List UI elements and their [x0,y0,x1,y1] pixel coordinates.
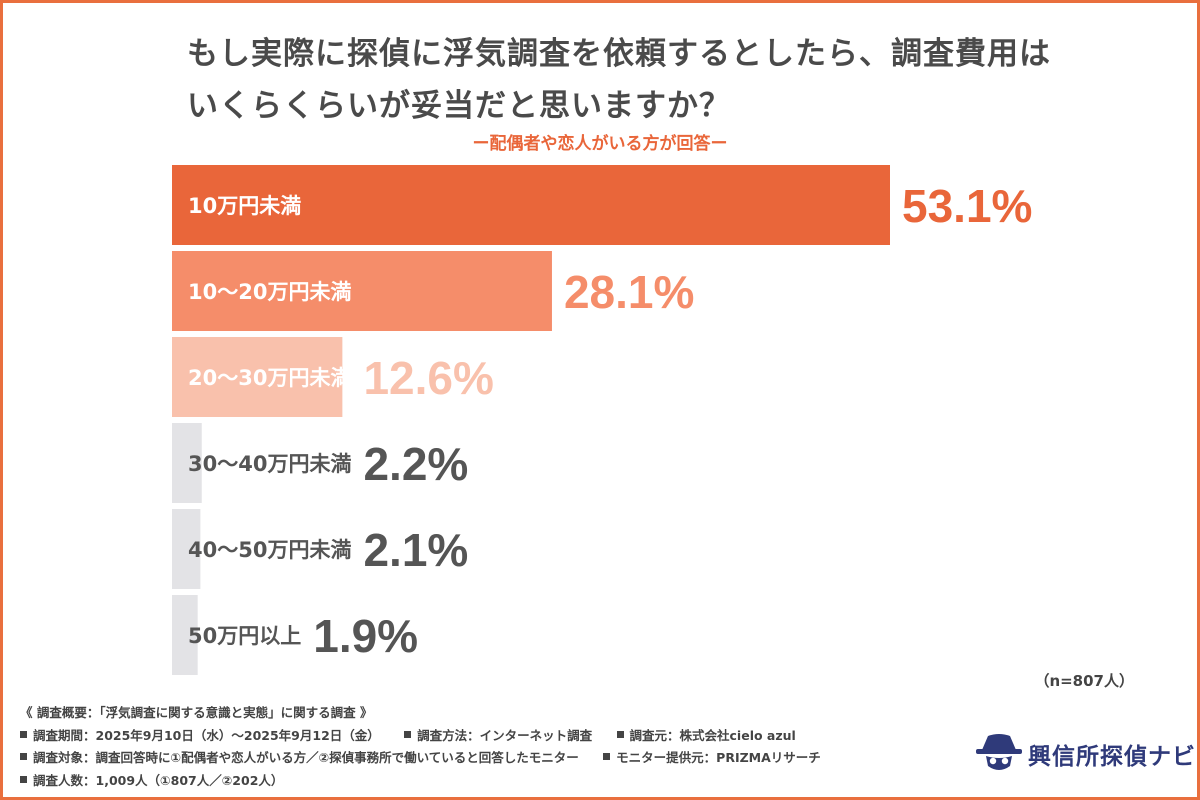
brand-logo-text: 興信所探偵ナビ [1028,744,1196,770]
value-label-1: 53.1% [902,180,1032,232]
survey-footer: 《 調査概要：「浮気調査に関する意識と実態」に関する調査 》 調査期間：2025… [20,702,960,792]
survey-overview: 《 調査概要：「浮気調査に関する意識と実態」に関する調査 》 [20,705,373,720]
chart-title: もし実際に探偵に浮気調査を依頼するとしたら、調査費用は いくらくらいが妥当だと思… [187,28,1067,132]
category-label-4: 30〜40万円未満 [188,452,351,476]
survey-method: 調査方法：インターネット調査 [417,727,593,743]
bullet-square-icon [404,730,412,738]
value-label-3: 12.6% [363,352,493,404]
category-label-6: 50万円以上 [188,624,301,648]
bullet-square-icon [20,730,27,738]
category-label-5: 40〜50万円未満 [188,538,351,562]
category-label-2: 10〜20万円未満 [188,280,351,304]
category-label-1: 10万円未満 [188,194,301,218]
bullet-square-icon [20,775,27,783]
chart-title-line-2: いくらくらいが妥当だと思いますか？ [187,88,731,124]
bullet-square-icon [616,730,624,738]
survey-organizer: 調査元：株式会社cielo azul [629,727,796,743]
detective-hat-icon [976,734,1022,770]
bar-3 [172,337,343,417]
bullet-square-icon [603,753,611,760]
value-label-4: 2.2% [363,438,468,490]
bar-6 [172,595,198,675]
bar-1 [172,165,890,245]
survey-period: 調査期間：2025年9月10日（水）〜2025年9月12日（金） [33,727,380,743]
sample-size-label: （n=807人） [1034,672,1134,690]
chart-subtitle: ー配偶者や恋人がいる方が回答ー [472,134,728,154]
survey-count: 調査人数：1,009人（①807人／②202人） [33,772,284,788]
chart-title-line-1: もし実際に探偵に浮気調査を依頼するとしたら、調査費用は [187,36,1051,72]
value-label-6: 1.9% [313,610,418,662]
bar-5 [172,509,201,589]
survey-target: 調査対象：調査回答時に①配偶者や恋人がいる方／②探偵事務所で働いていると回答した… [33,750,579,765]
value-label-5: 2.1% [363,524,468,576]
bar-2 [172,251,552,331]
bullet-square-icon [20,753,27,760]
category-label-3: 20〜30万円未満 [188,366,351,390]
survey-provider: モニター提供元：PRIZMAリサーチ [616,750,821,765]
bar-4 [172,423,202,503]
value-label-2: 28.1% [564,266,694,318]
